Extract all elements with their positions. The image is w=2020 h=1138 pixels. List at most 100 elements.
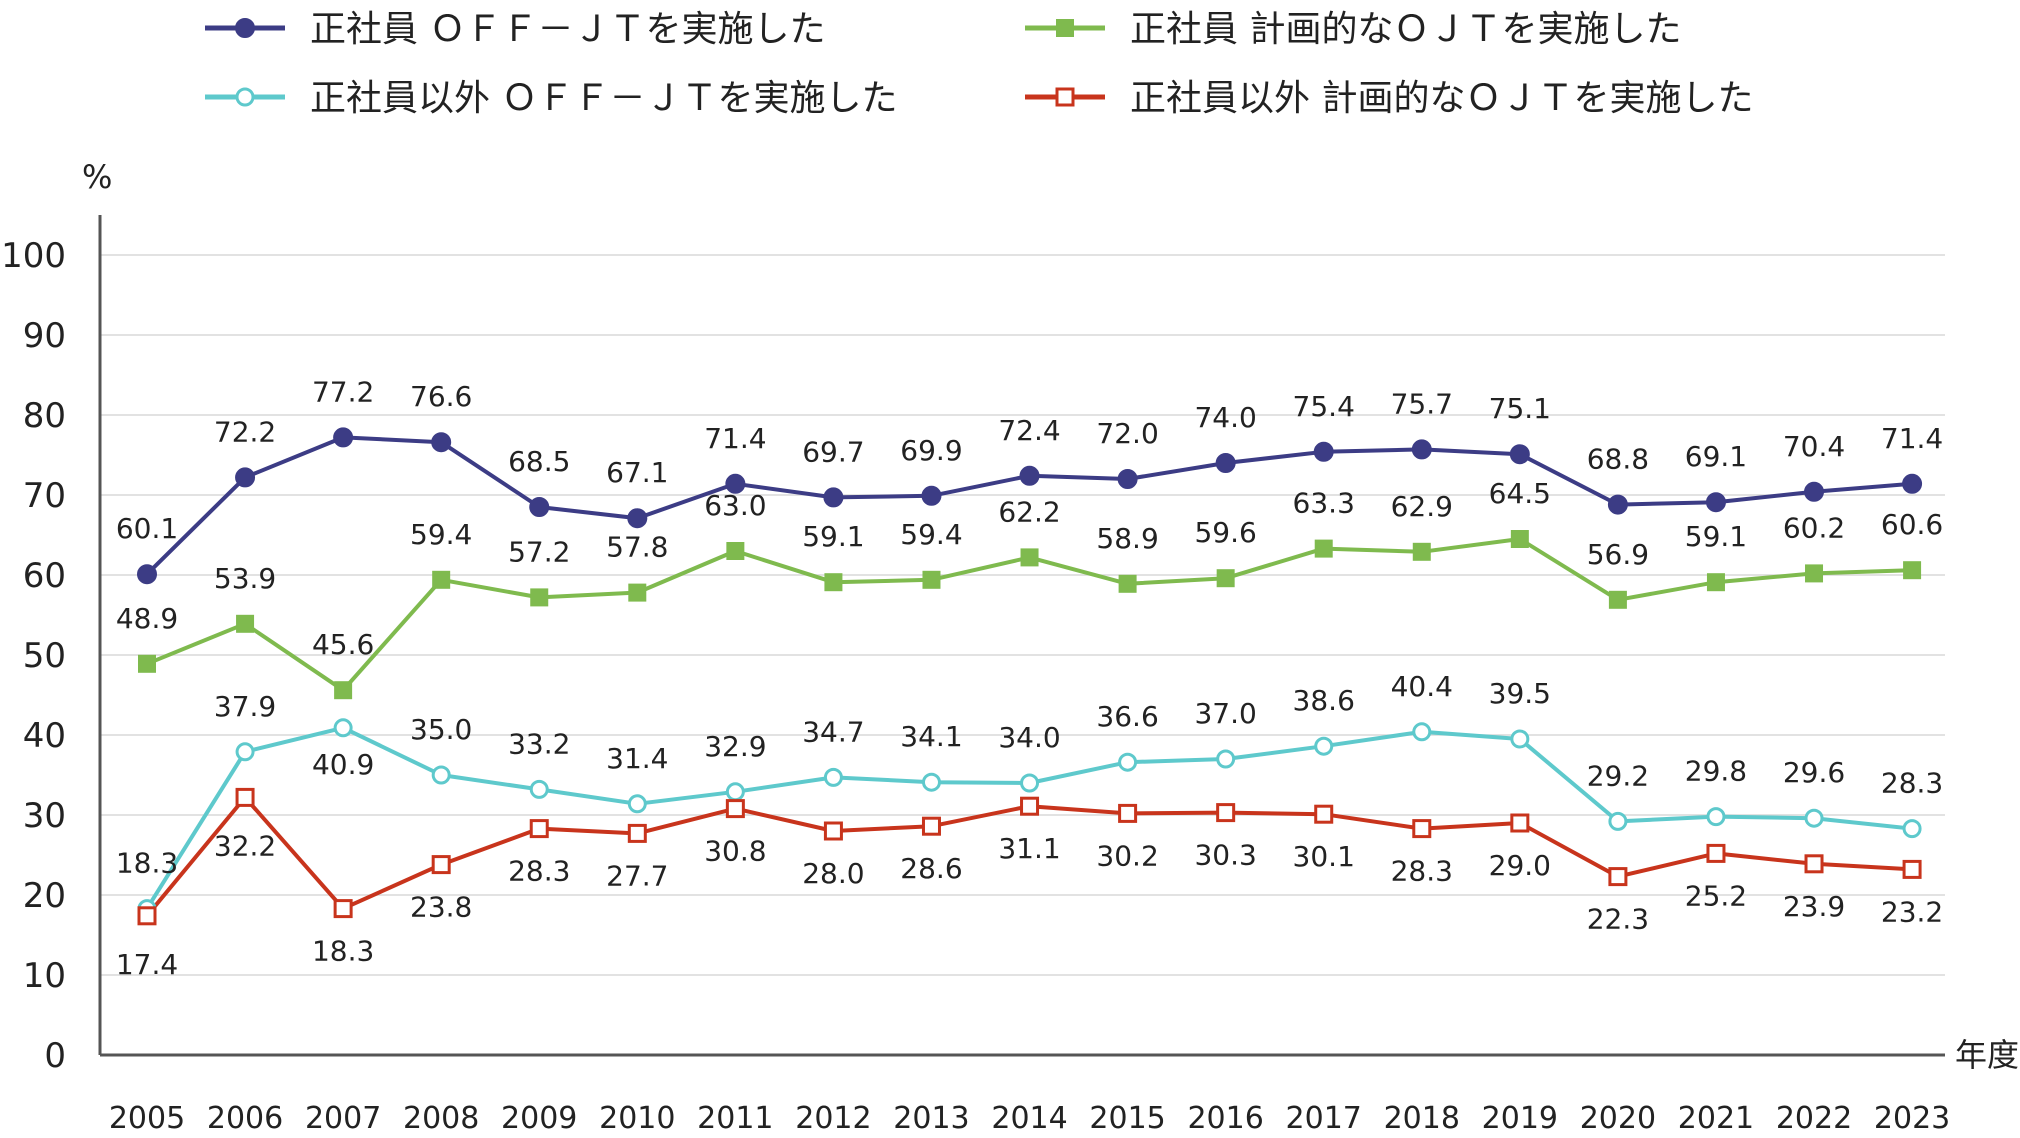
x-tick-label: 2020: [1580, 1101, 1656, 1136]
data-label: 33.2: [508, 727, 570, 760]
series-1-point: [1411, 439, 1432, 460]
data-label: 59.4: [900, 518, 962, 551]
y-tick-label: 40: [23, 716, 66, 756]
data-label: 29.6: [1783, 756, 1845, 789]
data-labels: 60.1 72.2 77.2 76.6 68.5 67.1 71.4 69.7 69.9 72.4…: [116, 375, 1943, 980]
series-2-point: [138, 654, 156, 673]
data-label: 70.4: [1783, 430, 1845, 463]
series-2-point: [1608, 590, 1627, 609]
data-label: 72.2: [214, 415, 276, 448]
gridlines: [100, 254, 1945, 976]
x-tick-label: 2016: [1187, 1101, 1263, 1136]
data-label: 62.2: [998, 495, 1060, 528]
series-3-point: [1412, 722, 1432, 742]
series-4-point: [1412, 819, 1432, 839]
y-tick-label: 30: [23, 796, 66, 836]
x-tick-label: 2014: [991, 1101, 1067, 1136]
y-tick-labels: 0 10 20 30 40 50 60 70 80 90 100: [1, 236, 66, 1076]
series-1-point: [431, 432, 452, 453]
x-tick-labels: 2005 2006 2007 2008 2009 2010 2011 2012 2013 2014…: [109, 1101, 1950, 1136]
series-2-point: [922, 570, 941, 589]
data-label: 71.4: [704, 422, 766, 455]
series-4-point: [1118, 803, 1138, 823]
data-label: 59.6: [1194, 516, 1256, 549]
series-2-point: [1805, 564, 1824, 583]
data-label: 37.0: [1194, 697, 1256, 730]
x-tick-label: 2023: [1874, 1101, 1950, 1136]
data-label: 64.5: [1489, 477, 1551, 510]
series-3-point: [1510, 729, 1530, 749]
data-label: 28.0: [802, 857, 864, 890]
x-tick-label: 2019: [1482, 1101, 1558, 1136]
series-4-point: [627, 823, 647, 843]
y-tick-label: 0: [44, 1036, 66, 1076]
series-2-point: [334, 681, 353, 700]
data-label: 17.4: [116, 948, 178, 981]
x-tick-label: 2007: [305, 1101, 381, 1136]
series-2-point: [1412, 542, 1431, 561]
x-tick-label: 2013: [893, 1101, 969, 1136]
data-label: 60.1: [116, 512, 178, 545]
series-1-point: [1804, 481, 1825, 502]
series-4-point: [529, 819, 549, 839]
data-label: 25.2: [1685, 879, 1747, 912]
data-label: 39.5: [1489, 677, 1551, 710]
data-label: 69.1: [1685, 440, 1747, 473]
y-axis-unit: %: [82, 158, 112, 196]
series-3-point: [1804, 808, 1824, 828]
data-label: 37.9: [214, 690, 276, 723]
series-4-point: [137, 906, 157, 926]
data-label: 40.4: [1391, 670, 1453, 703]
x-tick-label: 2015: [1089, 1101, 1165, 1136]
series-4-point: [1804, 854, 1824, 874]
series-1-point: [1215, 453, 1236, 473]
data-label: 58.9: [1096, 522, 1158, 555]
series-4-point: [921, 816, 941, 836]
data-label: 32.9: [704, 730, 766, 763]
data-label: 36.6: [1096, 700, 1158, 733]
series-1-point: [1313, 441, 1334, 462]
data-label: 40.9: [312, 748, 374, 781]
series-3-point: [1118, 752, 1138, 772]
data-label: 30.1: [1293, 840, 1355, 873]
series-3-point: [235, 742, 255, 762]
y-tick-label: 50: [23, 636, 66, 676]
series-3-point: [1608, 811, 1628, 831]
data-label: 72.4: [998, 414, 1060, 447]
legend-marker: [235, 87, 255, 107]
legend-marker: [1056, 19, 1074, 37]
legend-item-1: 正社員 ＯＦＦ－ＪＴを実施した: [205, 9, 825, 50]
y-tick-label: 60: [23, 556, 66, 596]
data-label: 18.3: [312, 935, 374, 968]
data-label: 27.7: [606, 859, 668, 892]
series-2-point: [530, 588, 549, 607]
legend-label: 正社員以外 計画的なＯＪＴを実施した: [1130, 78, 1753, 119]
data-label: 59.1: [802, 520, 864, 553]
x-tick-label: 2017: [1286, 1101, 1362, 1136]
data-label: 63.0: [704, 489, 766, 522]
axes: [98, 215, 1945, 1057]
data-label: 29.2: [1587, 759, 1649, 792]
series-4-point: [1902, 859, 1922, 879]
series-3-point: [1314, 736, 1334, 756]
data-label: 32.2: [214, 829, 276, 862]
series-1-point: [1509, 444, 1530, 465]
data-label: 68.8: [1587, 443, 1649, 476]
series-4-point: [1216, 803, 1236, 823]
x-tick-label: 2011: [697, 1101, 773, 1136]
series-line-3: [145, 725, 1913, 910]
series-3-point: [627, 794, 647, 814]
series-2-point: [1706, 573, 1725, 592]
data-label: 72.0: [1096, 417, 1158, 450]
data-label: 23.2: [1881, 895, 1943, 928]
data-label: 29.0: [1489, 849, 1551, 882]
x-tick-label: 2010: [599, 1101, 675, 1136]
legend-item-3: 正社員以外 ＯＦＦ－ＪＴを実施した: [205, 78, 897, 119]
series-4-point: [1020, 796, 1040, 816]
series-1-point: [823, 487, 844, 508]
x-tick-label: 2022: [1776, 1101, 1852, 1136]
data-label: 75.4: [1293, 390, 1355, 423]
data-label: 31.4: [606, 742, 668, 775]
series-1-point: [137, 564, 157, 585]
